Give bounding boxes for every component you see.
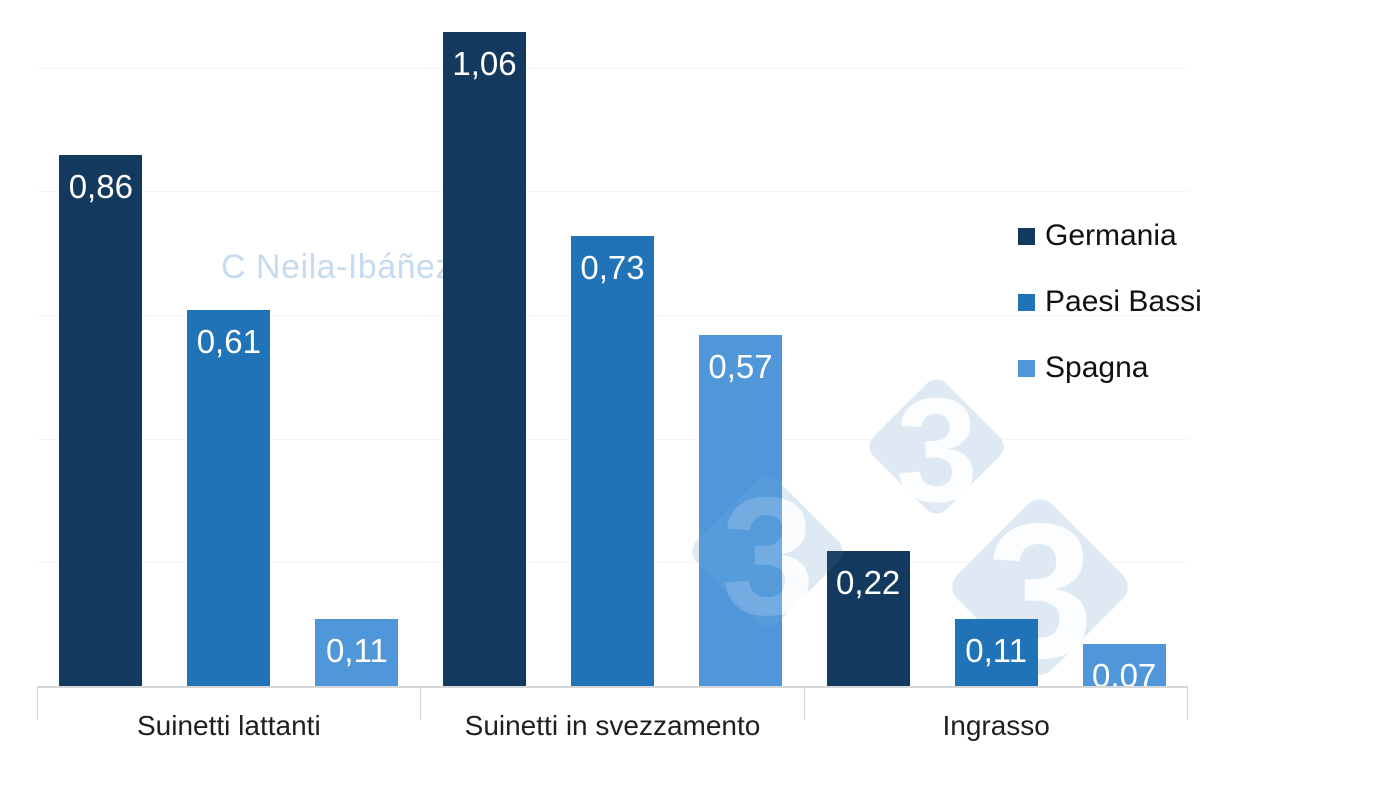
- bar-germania: 1,06: [443, 31, 526, 687]
- bar-value-label: 0,73: [580, 248, 645, 286]
- legend-item-spagna: Spagna: [1018, 350, 1202, 386]
- legend-label: Germania: [1045, 219, 1177, 252]
- bar-value-label: 1,06: [452, 44, 517, 82]
- category-label: Suinetti in svezzamento: [464, 710, 761, 741]
- bar-group-suinetti-in-svezzamento: 1,06 0,73 0,57: [421, 7, 805, 687]
- bar-value-label: 0,57: [708, 347, 773, 385]
- bar-spagna: 0,57: [699, 334, 782, 687]
- legend-item-paesi-bassi: Paesi Bassi: [1018, 284, 1202, 320]
- x-axis-ticks: [37, 687, 1188, 721]
- bar-group-suinetti-lattanti: 0,86 0,61 0,11: [37, 7, 421, 687]
- legend-swatch-icon: [1018, 293, 1035, 311]
- x-axis-line: [37, 686, 1188, 688]
- bar-value-label: 0,86: [68, 168, 133, 206]
- category-label: Ingrasso: [942, 710, 1050, 741]
- bar-spagna: 0,11: [315, 619, 399, 687]
- bar-paesi-bassi: 0,61: [187, 309, 271, 687]
- axis-tick: [420, 687, 421, 720]
- legend: Germania Paesi Bassi Spagna: [1018, 218, 1202, 386]
- plot-bars: 0,86 0,61 0,11 1,06 0,73 0,57 0,22 0,11: [37, 7, 1188, 692]
- bar-spagna: 0,07: [1082, 643, 1166, 692]
- bar-value-label: 0,07: [1092, 656, 1157, 694]
- gridline: [37, 191, 1188, 193]
- bar-value-label: 0,22: [836, 564, 901, 601]
- legend-label: Paesi Bassi: [1045, 285, 1202, 318]
- bar-paesi-bassi: 0,73: [571, 235, 654, 687]
- category-label: Suinetti lattanti: [137, 710, 321, 741]
- axis-tick: [37, 687, 38, 720]
- bar-germania: 0,86: [59, 155, 143, 687]
- bar-paesi-bassi: 0,11: [954, 619, 1038, 687]
- gridline: [37, 67, 1188, 69]
- bar-germania: 0,22: [826, 551, 910, 687]
- axis-tick: [1187, 687, 1188, 720]
- legend-item-germania: Germania: [1018, 218, 1202, 254]
- legend-swatch-icon: [1018, 359, 1035, 377]
- bar-value-label: 0,11: [965, 632, 1028, 669]
- category-labels: Suinetti lattanti Suinetti in svezzament…: [37, 704, 1188, 748]
- axis-tick: [804, 687, 805, 720]
- legend-label: Spagna: [1045, 351, 1149, 384]
- bar-value-label: 0,61: [196, 322, 261, 360]
- legend-swatch-icon: [1018, 227, 1035, 245]
- plot-area: C Neila-Ibáñez 3 3 3 0,86 0,61 0,11 1,06: [37, 7, 1188, 692]
- bar-value-label: 0,11: [325, 632, 388, 669]
